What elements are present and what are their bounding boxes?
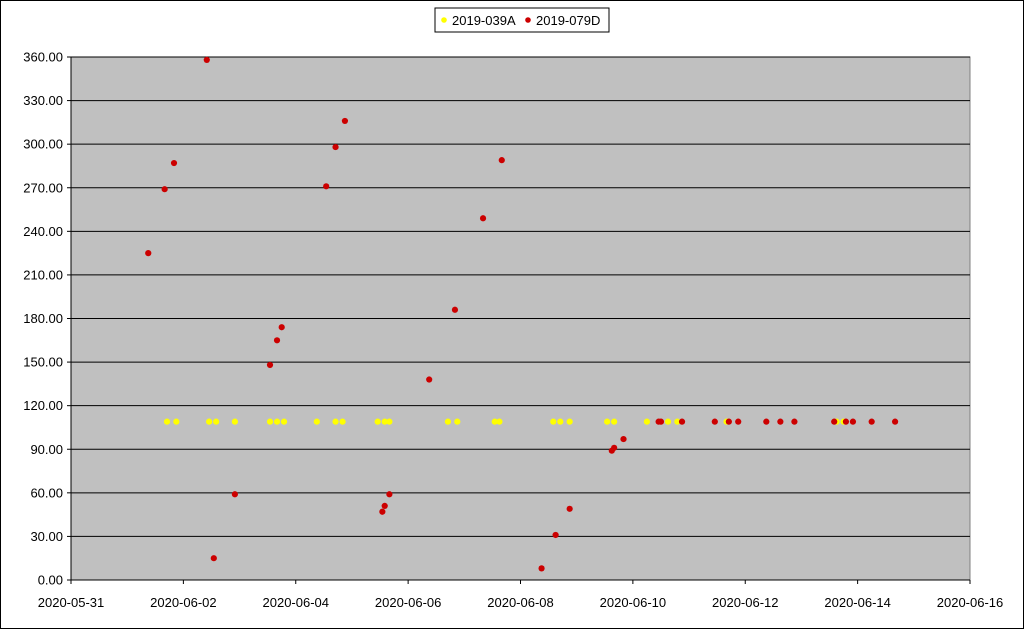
series-2019-039A bbox=[163, 418, 847, 425]
data-point-2019-079D bbox=[735, 418, 742, 425]
data-point-2019-079D bbox=[278, 324, 285, 331]
data-point-2019-079D bbox=[379, 508, 386, 515]
data-point-2019-039A bbox=[664, 418, 672, 425]
y-tick-label: 120.00 bbox=[23, 398, 63, 413]
data-point-2019-079D bbox=[273, 337, 281, 344]
data-point-2019-079D bbox=[170, 159, 178, 167]
data-series bbox=[145, 56, 899, 572]
data-point-2019-079D bbox=[341, 117, 349, 125]
data-point-2019-079D bbox=[763, 418, 770, 425]
data-point-2019-039A bbox=[454, 418, 461, 425]
x-tick-label: 2020-05-31 bbox=[38, 595, 105, 610]
data-point-2019-079D bbox=[332, 143, 339, 151]
data-point-2019-039A bbox=[643, 418, 651, 425]
data-point-2019-079D bbox=[426, 376, 433, 383]
x-axis-tick-labels: 2020-05-31 2020-06-02 2020-06-04 2020-06-06… bbox=[38, 595, 1004, 610]
data-point-2019-079D bbox=[386, 491, 393, 498]
data-point-2019-039A bbox=[332, 418, 339, 425]
data-point-2019-039A bbox=[313, 418, 320, 425]
data-point-2019-079D bbox=[210, 555, 217, 562]
data-point-2019-079D bbox=[323, 183, 330, 190]
y-tick-label: 210.00 bbox=[23, 267, 63, 282]
data-point-2019-079D bbox=[849, 418, 857, 425]
data-point-2019-079D bbox=[498, 157, 505, 164]
y-tick-label: 150.00 bbox=[23, 355, 63, 370]
data-point-2019-079D bbox=[657, 418, 665, 425]
data-point-2019-079D bbox=[161, 186, 168, 193]
legend: 2019-039A 2019-079D bbox=[434, 7, 610, 33]
x-tick-label: 2020-06-14 bbox=[824, 595, 891, 610]
data-point-2019-079D bbox=[266, 361, 274, 369]
series-2019-079D bbox=[145, 56, 899, 572]
x-tick-label: 2020-06-04 bbox=[263, 595, 330, 610]
y-tick-label: 60.00 bbox=[30, 485, 63, 500]
data-point-2019-039A bbox=[206, 418, 213, 425]
data-point-2019-039A bbox=[339, 418, 346, 425]
data-point-2019-039A bbox=[231, 418, 238, 425]
data-point-2019-039A bbox=[674, 418, 681, 425]
data-point-2019-079D bbox=[711, 418, 718, 425]
data-point-2019-039A bbox=[280, 418, 288, 425]
legend-label-2019-079D: 2019-079D bbox=[536, 13, 600, 28]
data-point-2019-079D bbox=[891, 418, 899, 425]
y-tick-label: 300.00 bbox=[23, 137, 63, 152]
data-point-2019-039A bbox=[173, 418, 180, 425]
data-point-2019-079D bbox=[842, 418, 850, 425]
y-tick-label: 330.00 bbox=[23, 93, 63, 108]
data-point-2019-079D bbox=[566, 505, 573, 512]
data-point-2019-079D bbox=[831, 418, 838, 425]
y-tick-label: 0.00 bbox=[38, 573, 63, 588]
legend-label-2019-039A: 2019-039A bbox=[452, 13, 516, 28]
data-point-2019-079D bbox=[479, 215, 487, 222]
data-point-2019-079D bbox=[552, 531, 559, 539]
data-point-2019-039A bbox=[611, 418, 618, 425]
data-point-2019-039A bbox=[273, 418, 281, 425]
data-point-2019-079D bbox=[611, 444, 618, 451]
data-point-2019-079D bbox=[145, 250, 152, 257]
x-tick-label: 2020-06-10 bbox=[600, 595, 667, 610]
data-point-2019-039A bbox=[374, 418, 381, 425]
x-tick-label: 2020-06-16 bbox=[937, 595, 1004, 610]
data-point-2019-039A bbox=[604, 418, 611, 425]
data-point-2019-039A bbox=[163, 418, 171, 425]
data-point-2019-039A bbox=[266, 418, 274, 425]
y-tick-label: 270.00 bbox=[23, 180, 63, 195]
data-point-2019-039A bbox=[386, 418, 393, 425]
y-tick-label: 240.00 bbox=[23, 224, 63, 239]
data-point-2019-079D bbox=[725, 418, 732, 425]
y-tick-label: 180.00 bbox=[23, 311, 63, 326]
data-point-2019-079D bbox=[678, 418, 686, 425]
data-point-2019-039A bbox=[444, 418, 452, 425]
data-point-2019-079D bbox=[451, 306, 459, 313]
data-point-2019-039A bbox=[496, 418, 503, 425]
x-tick-label: 2020-06-06 bbox=[375, 595, 442, 610]
x-tick-label: 2020-06-12 bbox=[712, 595, 779, 610]
legend-box bbox=[434, 7, 610, 33]
data-point-2019-039A bbox=[491, 418, 498, 425]
x-tick-label: 2020-06-02 bbox=[150, 595, 217, 610]
data-point-2019-079D bbox=[620, 435, 627, 443]
data-point-2019-039A bbox=[557, 418, 564, 425]
y-tick-label: 360.00 bbox=[23, 50, 63, 65]
data-point-2019-079D bbox=[777, 418, 784, 425]
x-tick-label: 2020-06-08 bbox=[487, 595, 554, 610]
data-point-2019-039A bbox=[213, 418, 220, 425]
data-point-2019-079D bbox=[868, 418, 875, 425]
y-axis-tick-labels: 0.00 30.00 60.00 90.00 120.00 150.00 180.00 210… bbox=[23, 50, 63, 588]
data-point-2019-079D bbox=[791, 418, 798, 425]
y-tick-label: 90.00 bbox=[30, 442, 63, 457]
data-point-2019-039A bbox=[381, 418, 388, 425]
data-point-2019-079D bbox=[203, 56, 210, 64]
y-tick-label: 30.00 bbox=[30, 529, 63, 544]
data-point-2019-079D bbox=[381, 502, 388, 510]
data-point-2019-039A bbox=[566, 418, 573, 425]
data-point-2019-079D bbox=[231, 491, 238, 498]
legend-marker-2019-079D bbox=[525, 17, 531, 23]
data-point-2019-079D bbox=[538, 565, 545, 572]
legend-marker-2019-039A bbox=[441, 17, 447, 23]
gridlines bbox=[71, 56, 970, 537]
data-point-2019-039A bbox=[550, 418, 557, 425]
axes bbox=[67, 56, 971, 584]
